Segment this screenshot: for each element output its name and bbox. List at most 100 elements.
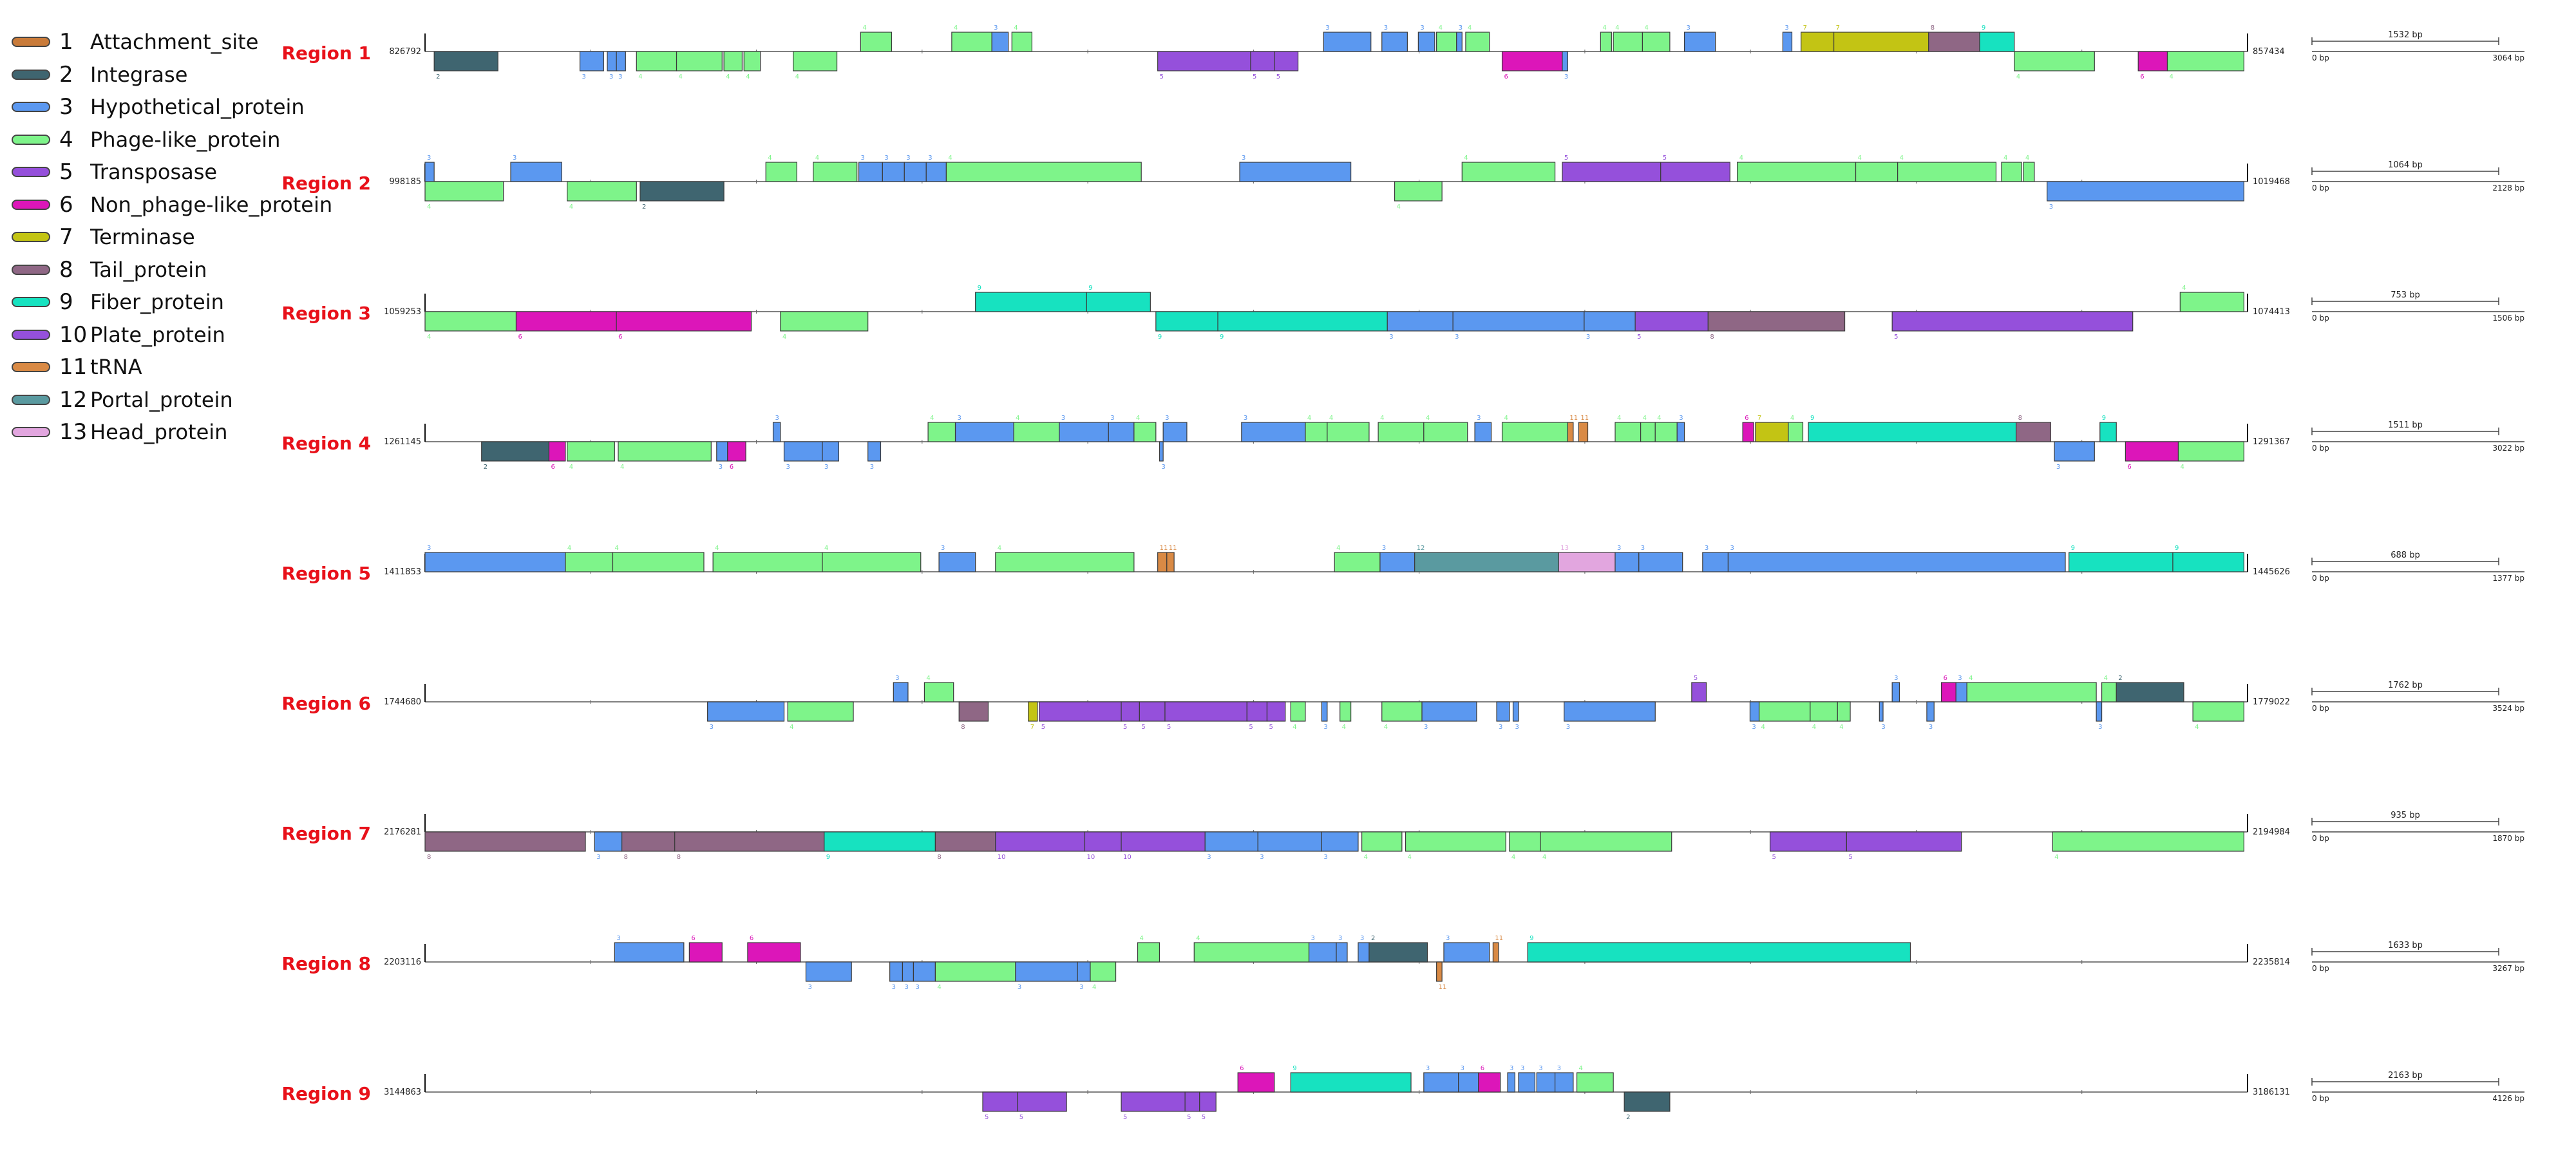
gene-feature [2001, 162, 2022, 182]
gene-feature [813, 162, 858, 182]
gene-type-number: 5 [1167, 724, 1171, 731]
gene-type-number: 3 [1382, 545, 1386, 552]
gene-feature [2096, 701, 2103, 722]
gene-type-number: 8 [624, 854, 628, 861]
legend-number: 10 [59, 321, 88, 348]
legend-number: 3 [59, 94, 73, 120]
gene-type-number: 4 [1739, 155, 1743, 162]
gene-feature [688, 942, 723, 963]
gene-type-number: 9 [978, 285, 981, 292]
gene-feature [1290, 701, 1306, 722]
gene-type-number: 3 [618, 73, 622, 80]
gene-feature [481, 441, 550, 462]
region-start-coordinate: 826792 [389, 47, 421, 57]
gene-type-number: 6 [1745, 415, 1748, 422]
gene-feature [1108, 422, 1135, 442]
gene-feature [616, 51, 626, 71]
gene-feature [1615, 552, 1640, 572]
gene-type-number: 9 [2175, 545, 2179, 552]
gene-feature [1496, 701, 1510, 722]
gene-feature [1691, 682, 1707, 702]
legend-label: Non_phage-like_protein [90, 192, 333, 217]
gene-feature [2069, 552, 2174, 572]
gene-feature [1615, 422, 1642, 442]
gene-type-number: 5 [1123, 1114, 1127, 1121]
gene-feature [1624, 1091, 1671, 1112]
gene-type-number: 7 [1803, 24, 1807, 32]
gene-feature [424, 311, 517, 332]
gene-feature [1246, 701, 1268, 722]
legend-label: Attachment_site [90, 30, 259, 54]
gene-type-number: 3 [1679, 415, 1683, 422]
gene-feature [424, 831, 586, 852]
gene-type-number: 3 [427, 545, 431, 552]
gene-feature [995, 831, 1086, 852]
legend-item: 2 Integrase [12, 59, 187, 91]
gene-feature [1512, 701, 1519, 722]
gene-feature [1846, 831, 1962, 852]
gene-type-number: 4 [1468, 24, 1472, 32]
gene-feature [1456, 32, 1463, 52]
gene-feature [2015, 422, 2051, 442]
gene-type-number: 3 [1244, 415, 1247, 422]
region-label: Region 5 [281, 563, 371, 584]
gene-type-number: 3 [1477, 415, 1481, 422]
gene-type-number: 5 [1249, 724, 1253, 731]
gene-feature [1423, 1072, 1459, 1093]
region-start-coordinate: 1744680 [384, 697, 421, 707]
gene-feature [1654, 422, 1678, 442]
gene-feature [1955, 682, 1967, 702]
gene-type-number: 3 [861, 155, 865, 162]
gene-type-number: 3 [1311, 935, 1315, 942]
gene-type-number: 3 [906, 155, 910, 162]
gene-type-number: 4 [2195, 724, 2199, 731]
gene-type-number: 4 [2054, 854, 2058, 861]
gene-type-number: 4 [862, 24, 866, 32]
gene-type-number: 3 [1018, 984, 1021, 991]
gene-feature [1891, 682, 1900, 702]
axis-left-label: 0 bp [2312, 574, 2329, 583]
gene-type-number: 6 [730, 464, 734, 471]
gene-feature [723, 51, 743, 71]
gene-feature [1837, 701, 1851, 722]
gene-type-number: 3 [1389, 334, 1393, 341]
gene-type-number: 2 [2118, 675, 2122, 682]
gene-feature [1417, 32, 1435, 52]
gene-feature [2192, 701, 2244, 722]
gene-feature [2054, 441, 2095, 462]
gene-feature [1017, 1091, 1067, 1112]
gene-feature [2179, 292, 2244, 312]
gene-type-number: 3 [884, 155, 888, 162]
gene-type-number: 4 [638, 73, 642, 80]
gene-type-number: 4 [1307, 415, 1311, 422]
gene-feature [1121, 831, 1206, 852]
gene-feature [995, 552, 1135, 572]
gene-feature [1334, 552, 1381, 572]
region-end-coordinate: 857434 [2253, 47, 2285, 57]
gene-feature [1241, 422, 1306, 442]
gene-type-number: 4 [620, 464, 624, 471]
gene-feature [893, 682, 909, 702]
gene-type-number: 4 [2016, 73, 2020, 80]
gene-type-number: 13 [1560, 545, 1569, 552]
gene-type-number: 3 [1455, 334, 1459, 341]
gene-type-number: 4 [715, 545, 719, 552]
gene-feature [515, 311, 617, 332]
gene-feature [1676, 422, 1685, 442]
gene-type-number: 3 [1929, 724, 1933, 731]
gene-feature [982, 1091, 1018, 1112]
region-label: Region 8 [281, 953, 371, 974]
gene-type-number: 6 [691, 935, 695, 942]
axis-right-label: 1377 bp [2492, 574, 2524, 583]
gene-feature [1155, 311, 1218, 332]
gene-type-number: 3 [1461, 1065, 1464, 1072]
gene-feature [1387, 311, 1454, 332]
legend-swatch [12, 427, 50, 437]
gene-type-number: 11 [1160, 545, 1168, 552]
gene-feature [2101, 682, 2117, 702]
gene-type-number: 4 [790, 724, 793, 731]
axis-right-label: 3064 bp [2492, 53, 2524, 62]
gene-type-number: 4 [1293, 724, 1296, 731]
gene-type-number: 3 [870, 464, 874, 471]
legend-swatch [12, 199, 50, 210]
